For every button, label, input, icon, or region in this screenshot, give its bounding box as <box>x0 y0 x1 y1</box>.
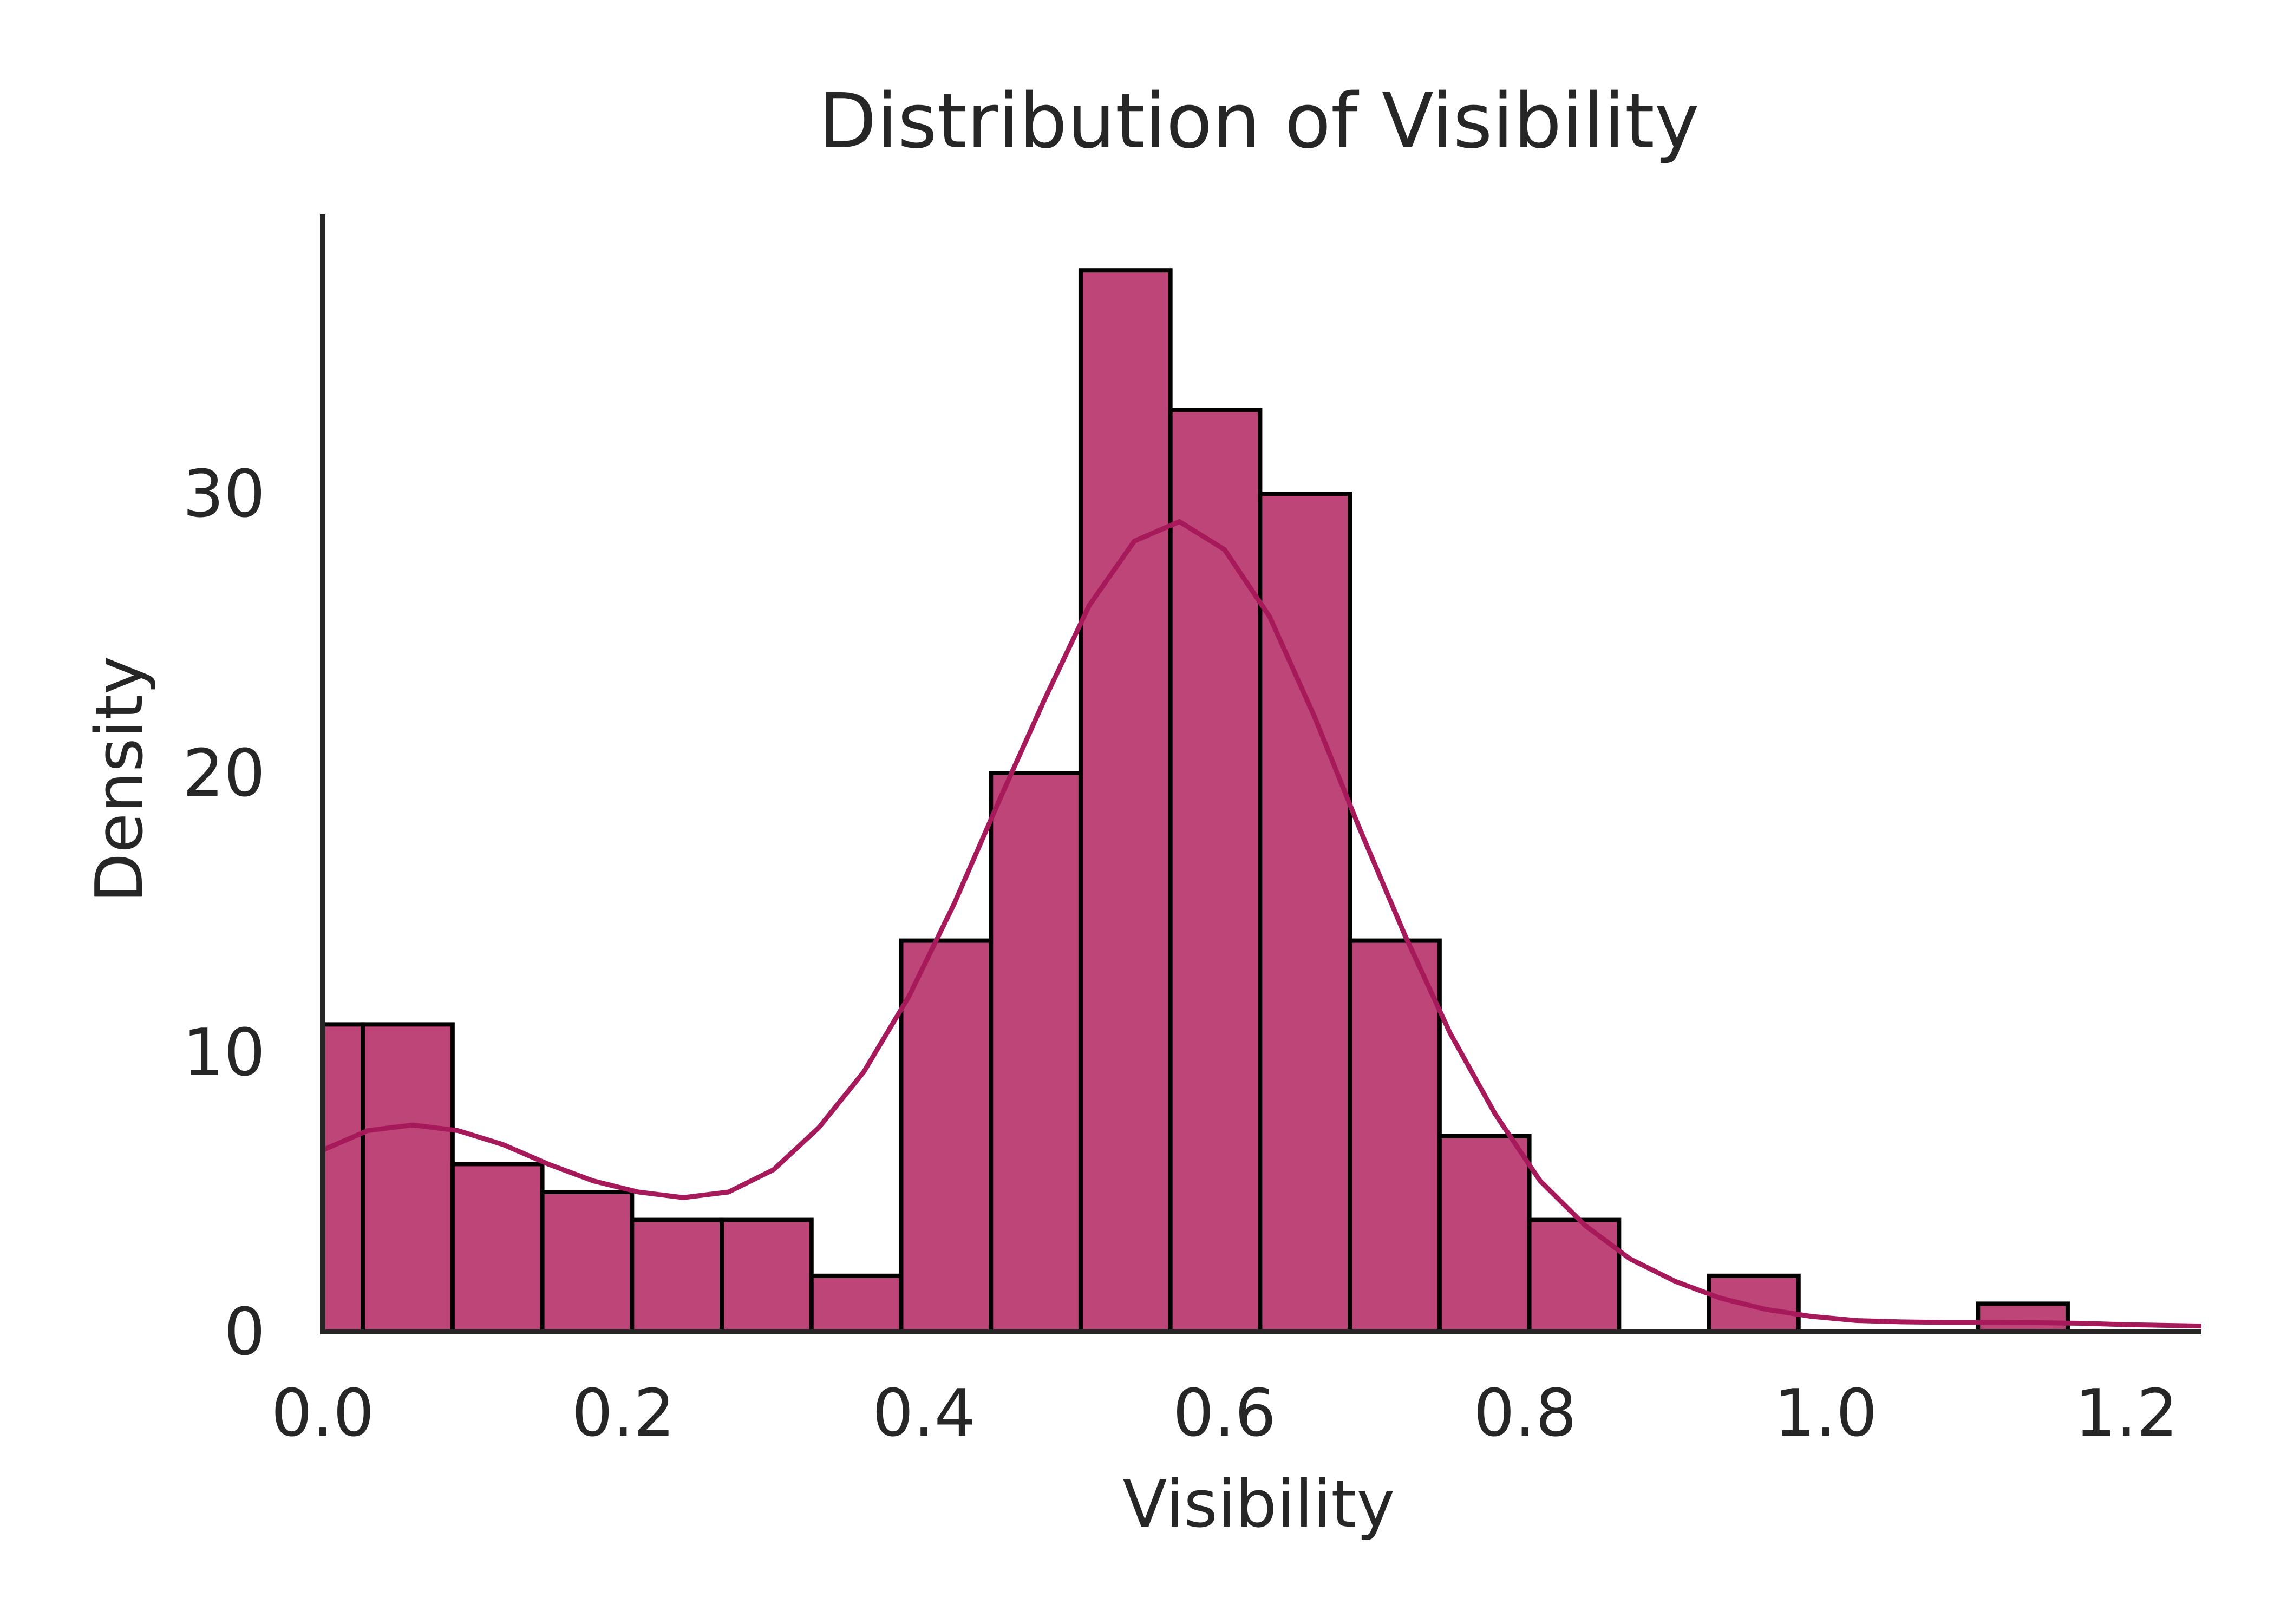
x-axis-label: Visibility <box>1123 1467 1395 1542</box>
y-tick-label: 0 <box>224 1295 265 1370</box>
histogram-bar-7 <box>901 941 991 1332</box>
x-tick-label: 0.8 <box>1473 1376 1577 1451</box>
histogram-bar-11 <box>1260 494 1350 1332</box>
histogram-bar-16 <box>1709 1276 1799 1332</box>
bars-group <box>323 270 2068 1332</box>
y-tick-label: 10 <box>182 1016 265 1091</box>
histogram-bar-13 <box>1440 1136 1530 1332</box>
y-tick-labels: 0 10 20 30 <box>182 457 265 1370</box>
histogram-bar-8 <box>991 773 1081 1332</box>
x-tick-label: 1.0 <box>1774 1376 1878 1451</box>
x-tick-label: 0.4 <box>872 1376 976 1451</box>
y-tick-label: 30 <box>182 457 265 532</box>
y-axis-label: Density <box>82 656 158 903</box>
x-tick-labels: 0.0 0.2 0.4 0.6 0.8 1.0 1.2 <box>271 1376 2178 1451</box>
x-tick-label: 0.2 <box>572 1376 675 1451</box>
histogram-bar-9 <box>1081 270 1171 1332</box>
histogram-bar-14 <box>1530 1220 1619 1332</box>
histogram-bar-10 <box>1171 410 1260 1332</box>
histogram-bar-19 <box>1978 1304 2068 1332</box>
x-tick-label: 1.2 <box>2075 1376 2178 1451</box>
chart-title: Distribution of Visibility <box>818 77 1699 166</box>
histogram-bar-5 <box>722 1220 812 1332</box>
histogram-bar-4 <box>632 1220 722 1332</box>
histogram-bar-12 <box>1350 941 1440 1332</box>
histogram-bar-6 <box>812 1276 901 1332</box>
y-tick-label: 20 <box>182 736 265 811</box>
histogram-bar-2 <box>453 1164 543 1332</box>
x-tick-label: 0.0 <box>271 1376 375 1451</box>
histogram-bar-3 <box>543 1192 632 1332</box>
histogram-bar-1 <box>363 1024 453 1332</box>
histogram-bar-0 <box>323 1024 363 1332</box>
x-tick-label: 0.6 <box>1173 1376 1276 1451</box>
